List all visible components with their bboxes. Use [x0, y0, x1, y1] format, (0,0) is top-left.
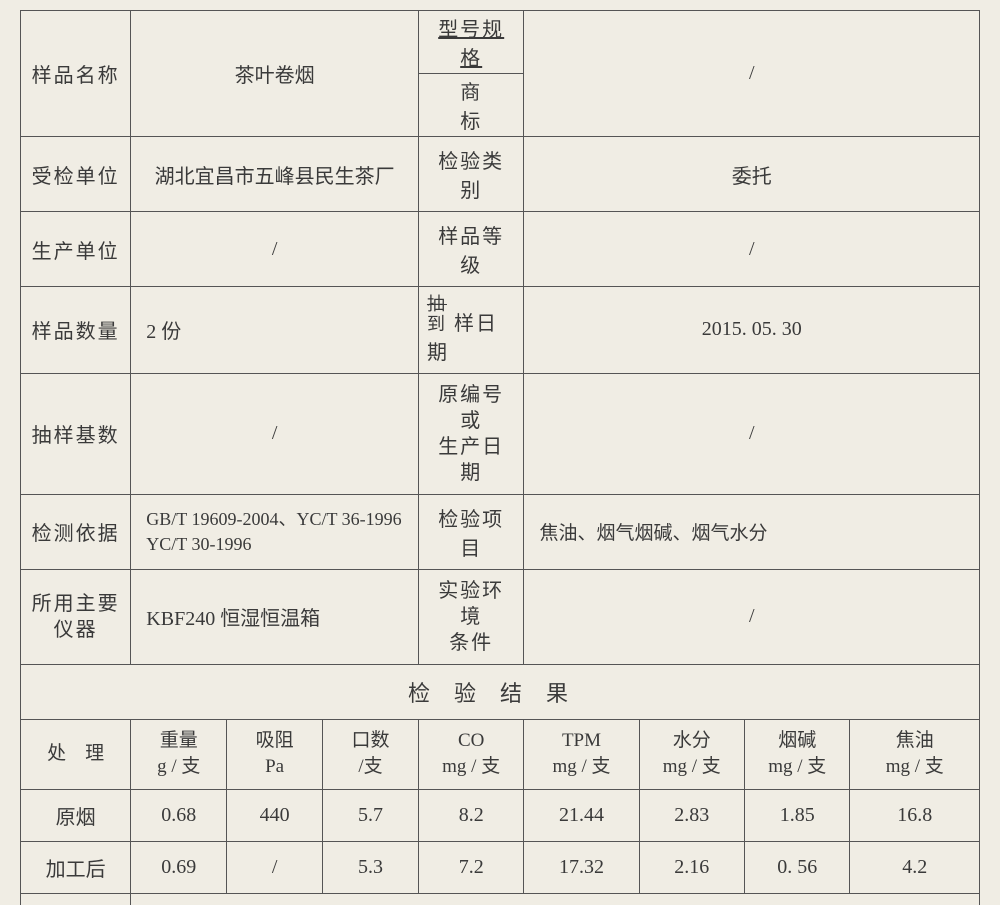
value-sample-name: 茶叶卷烟	[131, 11, 419, 137]
label-inspection-type: 检验类别	[418, 137, 523, 212]
label-producer: 生产单位	[21, 212, 131, 287]
cell-b2: /	[227, 841, 323, 893]
cell-b1: 0.69	[131, 841, 227, 893]
label-orig-number: 原编号或 生产日期	[418, 373, 523, 494]
label-sample-name: 样品名称	[21, 11, 131, 137]
table-row: 加工后 0.69 / 5.3 7.2 17.32 2.16 0. 56 4.2	[21, 841, 980, 893]
cell-b7: 0. 56	[745, 841, 850, 893]
label-instruments: 所用主要 仪器	[21, 569, 131, 664]
hdr-nicotine: 烟碱 mg / 支	[745, 719, 850, 789]
cell-b8: 4.2	[850, 841, 980, 893]
results-title: 检验结果	[21, 664, 980, 719]
value-model-spec: /	[524, 11, 980, 137]
table-row-empty	[21, 893, 980, 905]
hdr-puffs: 口数 /支	[323, 719, 419, 789]
label-trademark: 商 标	[418, 74, 523, 137]
label-env-conditions: 实验环境 条件	[418, 569, 523, 664]
value-sample-date: 2015. 05. 30	[524, 287, 980, 374]
hdr-tpm: TPM mg / 支	[524, 719, 639, 789]
table-row: 原烟 0.68 440 5.7 8.2 21.44 2.83 1.85 16.8	[21, 789, 980, 841]
label-sample-date: 抽到 样日期	[418, 287, 523, 374]
value-inspection-type: 委托	[524, 137, 980, 212]
label-sample-qty: 样品数量	[21, 287, 131, 374]
value-sample-grade: /	[524, 212, 980, 287]
label-test-basis: 检测依据	[21, 494, 131, 569]
cell-a1: 0.68	[131, 789, 227, 841]
cell-a6: 2.83	[639, 789, 744, 841]
hdr-draw-resist: 吸阻 Pa	[227, 719, 323, 789]
cell-a7: 1.85	[745, 789, 850, 841]
value-test-items: 焦油、烟气烟碱、烟气水分	[524, 494, 980, 569]
cell-b6: 2.16	[639, 841, 744, 893]
hdr-treatment: 处 理	[21, 719, 131, 789]
cell-b3: 5.3	[323, 841, 419, 893]
cell-a0: 原烟	[21, 789, 131, 841]
label-sampling-base: 抽样基数	[21, 373, 131, 494]
hdr-weight: 重量 g / 支	[131, 719, 227, 789]
cell-a4: 8.2	[418, 789, 523, 841]
cell-b5: 17.32	[524, 841, 639, 893]
cell-a5: 21.44	[524, 789, 639, 841]
value-sample-qty: 2 份	[131, 287, 419, 374]
value-producer: /	[131, 212, 419, 287]
value-inspected-unit: 湖北宜昌市五峰县民生茶厂	[131, 137, 419, 212]
cell-a3: 5.7	[323, 789, 419, 841]
inspection-report-table: 样品名称 茶叶卷烟 型号规格 / 商 标 受检单位 湖北宜昌市五峰县民生茶厂 检…	[20, 10, 980, 905]
cell-b4: 7.2	[418, 841, 523, 893]
value-instruments: KBF240 恒湿恒温箱	[131, 569, 419, 664]
value-orig-number: /	[524, 373, 980, 494]
cell-b0: 加工后	[21, 841, 131, 893]
label-test-items: 检验项目	[418, 494, 523, 569]
value-sampling-base: /	[131, 373, 419, 494]
cell-a8: 16.8	[850, 789, 980, 841]
label-model-spec: 型号规格	[418, 11, 523, 74]
hdr-co: CO mg / 支	[418, 719, 523, 789]
hdr-tar: 焦油 mg / 支	[850, 719, 980, 789]
hdr-moisture: 水分 mg / 支	[639, 719, 744, 789]
label-sample-grade: 样品等级	[418, 212, 523, 287]
cell-a2: 440	[227, 789, 323, 841]
label-inspected-unit: 受检单位	[21, 137, 131, 212]
value-env-conditions: /	[524, 569, 980, 664]
value-test-basis: GB/T 19609-2004、YC/T 36-1996 YC/T 30-199…	[131, 494, 419, 569]
